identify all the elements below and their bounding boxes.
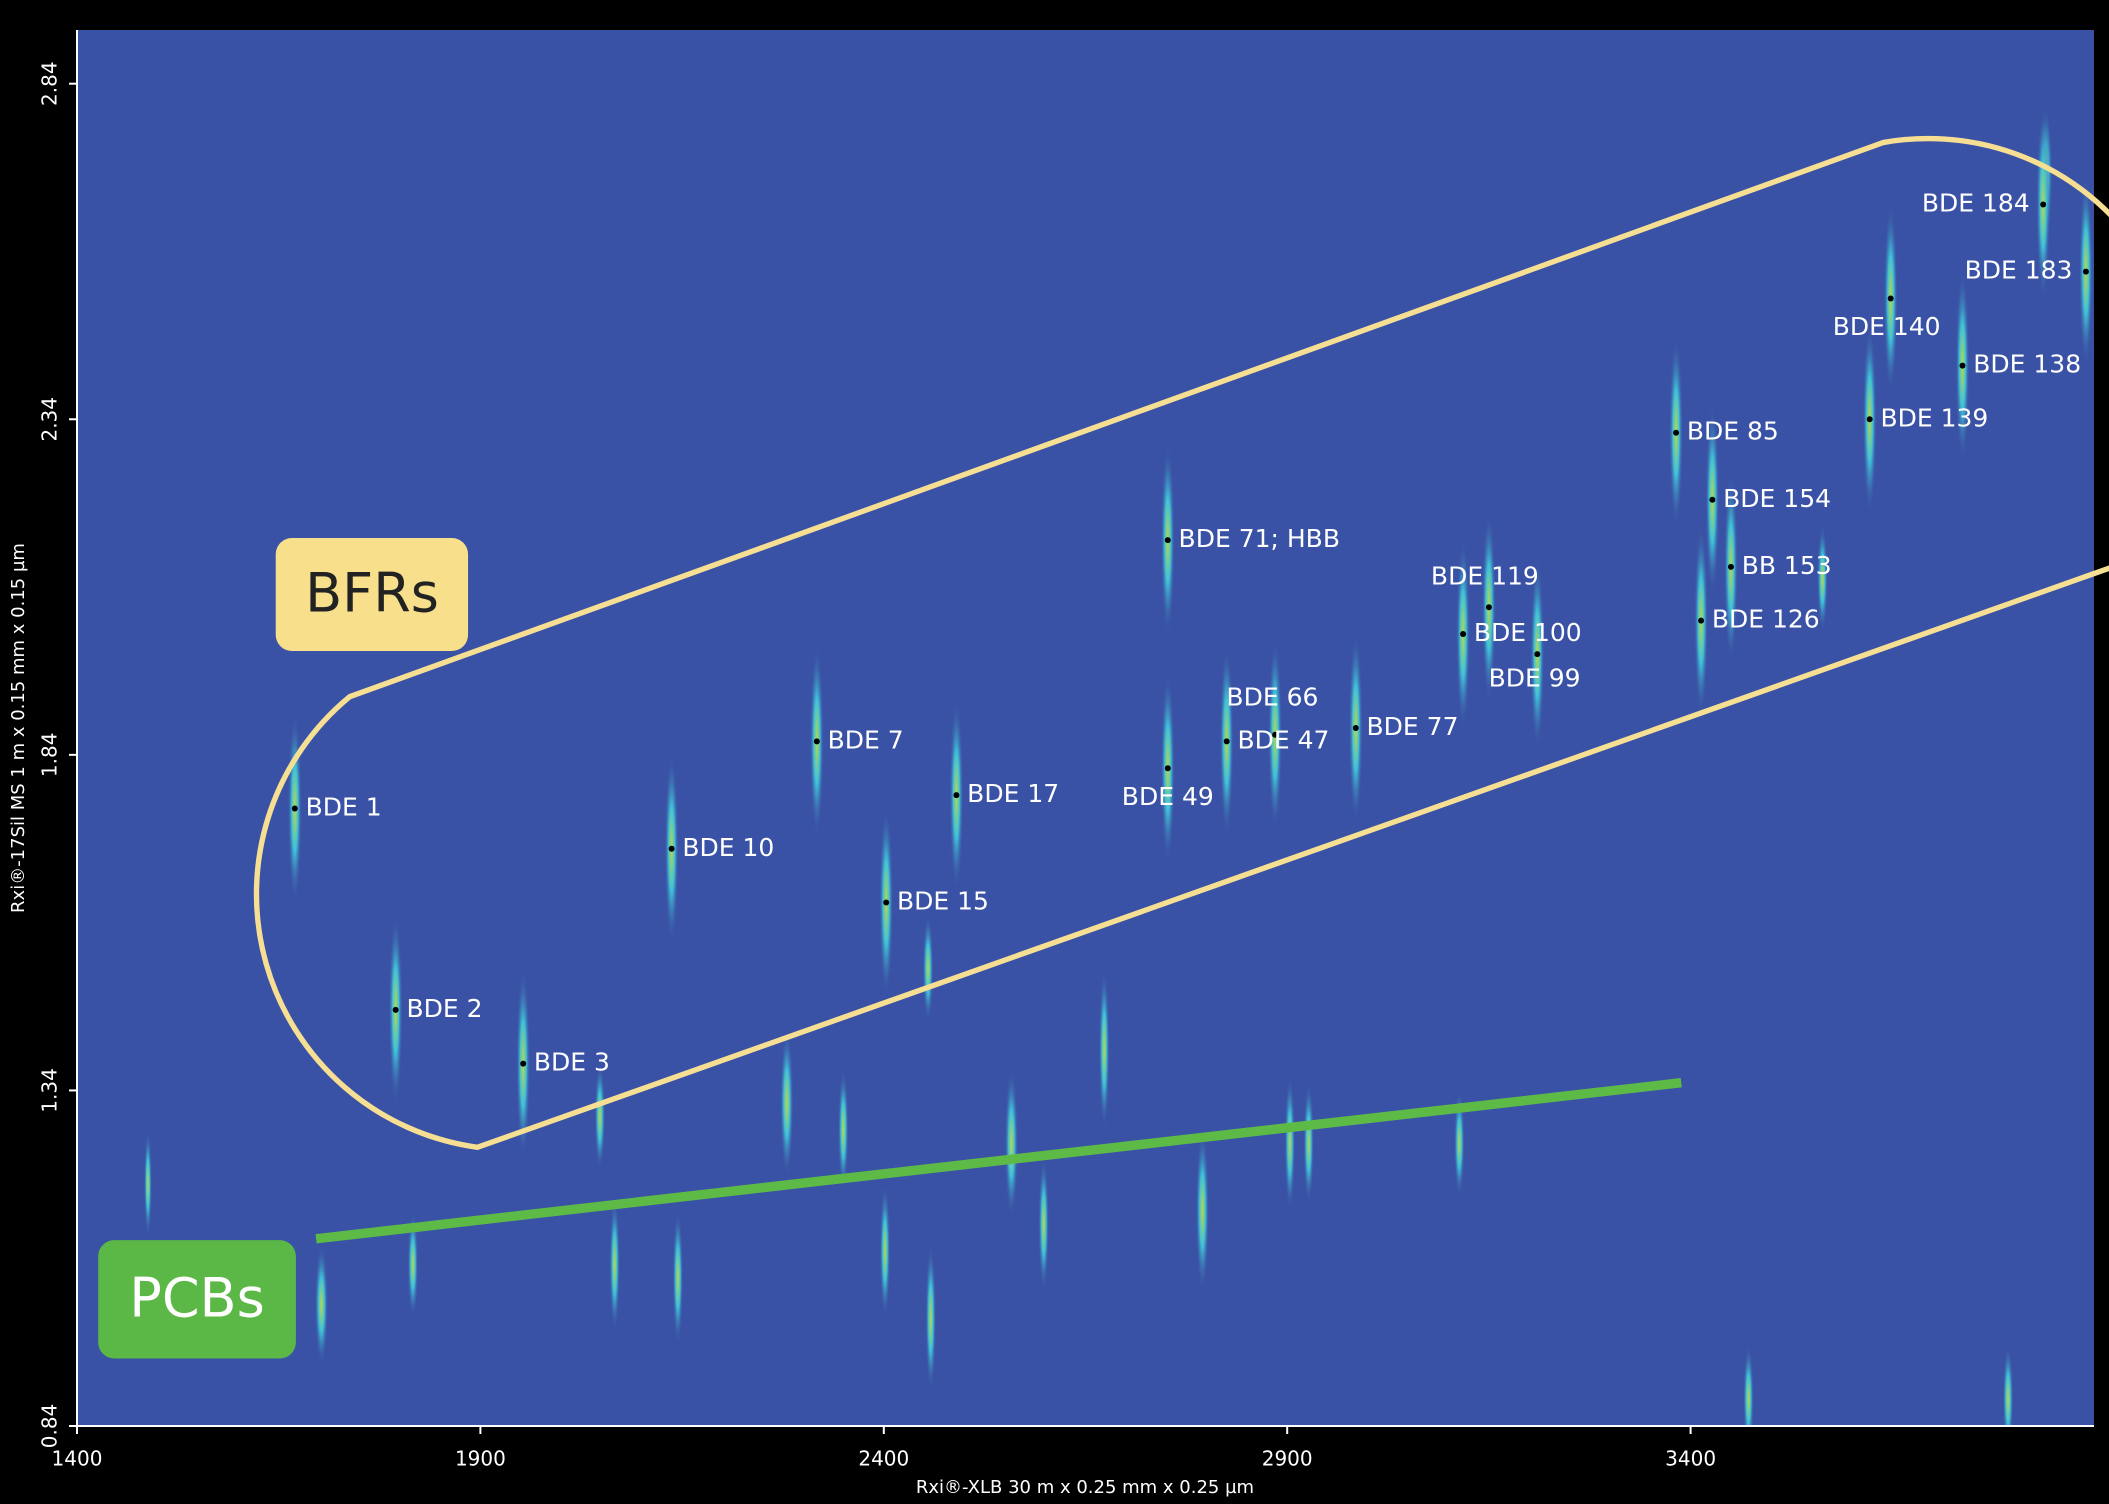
peak-apex (953, 792, 960, 799)
pcb-label: PCBs (129, 1267, 264, 1330)
peak-apex (1887, 295, 1894, 302)
peak-label: BDE 119 (1431, 562, 1539, 591)
peak-label: BDE 47 (1237, 725, 1329, 754)
peak-apex (1164, 765, 1171, 772)
peak-apex (1272, 731, 1279, 738)
y-tick-label: 1.84 (38, 733, 62, 778)
peak-label: BDE 66 (1226, 682, 1318, 711)
peak-apex (1866, 416, 1873, 423)
peak-label: BDE 2 (406, 994, 482, 1023)
peak-label: BDE 183 (1965, 256, 2073, 285)
pcb-line (315, 1078, 1682, 1244)
peak-label: BDE 154 (1723, 484, 1831, 513)
peak-label: BDE 138 (1973, 350, 2081, 379)
peak-apex (1534, 651, 1541, 658)
peak-apex (1460, 631, 1467, 638)
peak-apex (291, 805, 298, 812)
y-tick-label: 1.34 (38, 1068, 62, 1113)
peak-apex (2040, 201, 2047, 208)
x-tick-label: 1900 (455, 1447, 506, 1471)
x-tick-label: 3400 (1665, 1447, 1716, 1471)
x-tick-label: 1400 (52, 1447, 103, 1471)
plot-area (77, 30, 2094, 1426)
peak-label: BB 153 (1742, 551, 1832, 580)
bfr-label: BFRs (305, 562, 439, 625)
peak-apex (2082, 268, 2089, 275)
peak-label: BDE 71; HBB (1179, 524, 1340, 553)
peak-label: BDE 126 (1712, 605, 1820, 634)
x-tick-label: 2400 (858, 1447, 909, 1471)
peak-label: BDE 139 (1880, 403, 1988, 432)
peak-label: BDE 7 (828, 725, 904, 754)
peak-label: BDE 49 (1122, 782, 1214, 811)
peak-apex (1485, 604, 1492, 611)
peak-apex (1698, 617, 1705, 624)
peak-label: BDE 77 (1367, 712, 1459, 741)
peak-label: BDE 3 (534, 1048, 610, 1077)
group-outlines (98, 135, 2109, 1359)
y-tick-label: 2.84 (38, 61, 62, 106)
y-axis-title: Rxi®-17Sil MS 1 m x 0.15 mm x 0.15 µm (8, 543, 29, 913)
peak-apex (1223, 738, 1230, 745)
peak-label: BDE 10 (682, 833, 774, 862)
peak-label: BDE 17 (967, 779, 1059, 808)
peak-apex (1709, 496, 1716, 503)
peak-label: BDE 99 (1489, 664, 1581, 693)
peak-label: BDE 140 (1833, 312, 1941, 341)
peak-label: BDE 100 (1474, 618, 1582, 647)
peak-apex (813, 738, 820, 745)
y-tick-label: 0.84 (38, 1404, 62, 1449)
y-tick-label: 2.34 (38, 397, 62, 442)
pcb-box (98, 1240, 296, 1359)
peak-apex (668, 845, 675, 852)
x-axis-title: Rxi®-XLB 30 m x 0.25 mm x 0.25 µm (916, 1477, 1254, 1498)
peak-label: BDE 85 (1687, 417, 1779, 446)
peak-label: BDE 15 (897, 887, 989, 916)
peak-apex (1673, 429, 1680, 436)
peak-apex (1959, 362, 1966, 369)
peak-apex (520, 1060, 527, 1067)
peak-apex (1727, 563, 1734, 570)
peak-label: BDE 1 (306, 793, 382, 822)
peak-apex (392, 1006, 399, 1013)
peak-label: BDE 184 (1922, 189, 2030, 218)
x-tick-label: 2900 (1262, 1447, 1313, 1471)
bfr-box (275, 538, 469, 651)
bfr-region (253, 135, 2109, 1151)
peak-apex (883, 899, 890, 906)
peak-apex (1352, 725, 1359, 731)
peak-apex (1164, 537, 1171, 544)
